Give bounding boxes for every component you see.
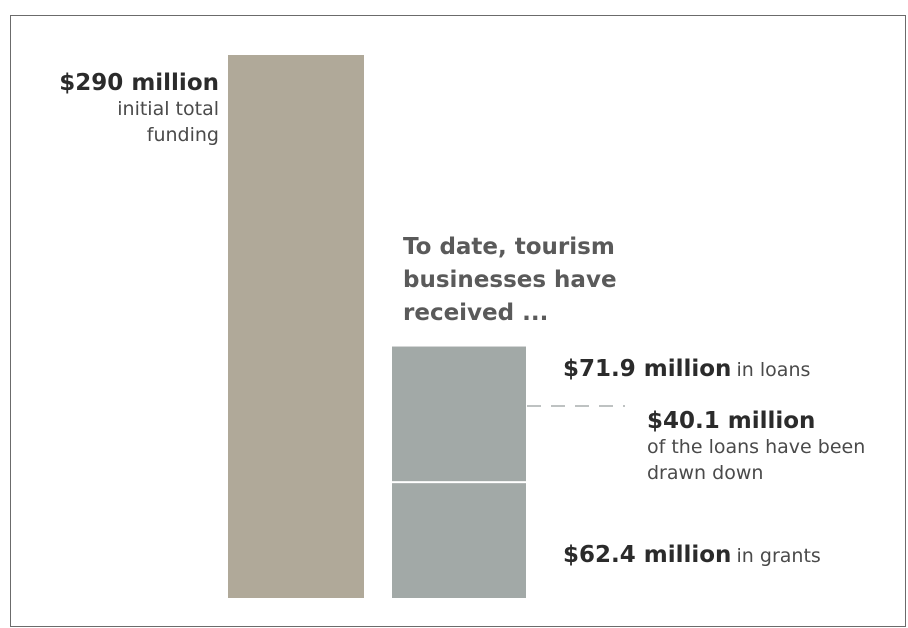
chart-frame: $290 million initial total funding To da… — [10, 15, 906, 627]
grants-label: $62.4 million in grants — [563, 542, 821, 568]
received-heading: To date, tourism businesses have receive… — [403, 234, 617, 326]
drawn-down-amount: $40.1 million — [647, 408, 816, 434]
loans-amount: $71.9 million — [563, 356, 732, 382]
drawn-down-description: of the loans have been drawn down — [647, 436, 866, 484]
grants-suffix: in grants — [736, 545, 821, 567]
total-funding-bar — [228, 55, 364, 598]
loans-label: $71.9 million in loans — [563, 356, 810, 382]
total-description: initial total funding — [117, 98, 219, 146]
total-funding-label: $290 million initial total funding — [49, 70, 219, 148]
loans-bar — [392, 346, 526, 482]
drawn-down-label: $40.1 million of the loans have been dra… — [647, 408, 897, 486]
grants-amount: $62.4 million — [563, 542, 732, 568]
grants-bar — [392, 483, 526, 598]
loans-suffix: in loans — [736, 359, 811, 381]
funding-chart — [228, 55, 625, 598]
total-amount: $290 million — [59, 70, 219, 96]
